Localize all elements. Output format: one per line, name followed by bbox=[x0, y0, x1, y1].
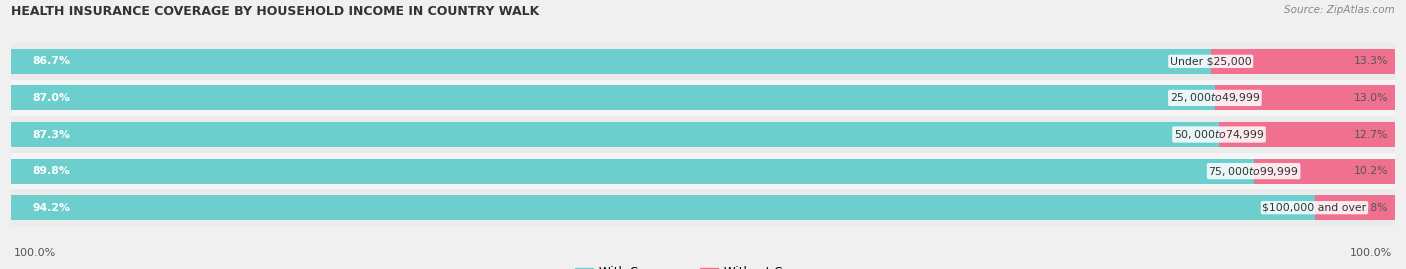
Text: $50,000 to $74,999: $50,000 to $74,999 bbox=[1174, 128, 1264, 141]
Text: 89.8%: 89.8% bbox=[32, 166, 70, 176]
Text: 5.8%: 5.8% bbox=[1361, 203, 1388, 213]
Text: 13.3%: 13.3% bbox=[1354, 56, 1388, 66]
Text: 100.0%: 100.0% bbox=[14, 248, 56, 258]
Text: Source: ZipAtlas.com: Source: ZipAtlas.com bbox=[1284, 5, 1395, 15]
Text: 13.0%: 13.0% bbox=[1354, 93, 1388, 103]
Bar bbox=[11, 195, 1315, 220]
Text: 10.2%: 10.2% bbox=[1354, 166, 1388, 176]
Text: 87.3%: 87.3% bbox=[32, 129, 70, 140]
Bar bbox=[1219, 122, 1395, 147]
Bar bbox=[11, 49, 1211, 74]
Bar bbox=[11, 122, 1219, 147]
Text: 87.0%: 87.0% bbox=[32, 93, 70, 103]
Bar bbox=[1211, 49, 1395, 74]
Text: 100.0%: 100.0% bbox=[1350, 248, 1392, 258]
Bar bbox=[11, 189, 1395, 226]
Bar bbox=[11, 80, 1395, 116]
Bar bbox=[11, 116, 1395, 153]
Text: Under $25,000: Under $25,000 bbox=[1170, 56, 1251, 66]
Text: 12.7%: 12.7% bbox=[1354, 129, 1388, 140]
Bar bbox=[11, 86, 1215, 110]
Bar bbox=[11, 153, 1395, 189]
Bar bbox=[11, 159, 1254, 183]
Text: $25,000 to $49,999: $25,000 to $49,999 bbox=[1170, 91, 1260, 104]
Text: 86.7%: 86.7% bbox=[32, 56, 70, 66]
Bar bbox=[1215, 86, 1395, 110]
Text: 94.2%: 94.2% bbox=[32, 203, 70, 213]
Bar bbox=[11, 43, 1395, 80]
Text: $100,000 and over: $100,000 and over bbox=[1263, 203, 1367, 213]
Text: $75,000 to $99,999: $75,000 to $99,999 bbox=[1209, 165, 1299, 178]
Bar bbox=[1254, 159, 1395, 183]
Bar bbox=[1315, 195, 1395, 220]
Legend: With Coverage, Without Coverage: With Coverage, Without Coverage bbox=[571, 262, 835, 269]
Text: HEALTH INSURANCE COVERAGE BY HOUSEHOLD INCOME IN COUNTRY WALK: HEALTH INSURANCE COVERAGE BY HOUSEHOLD I… bbox=[11, 5, 540, 18]
